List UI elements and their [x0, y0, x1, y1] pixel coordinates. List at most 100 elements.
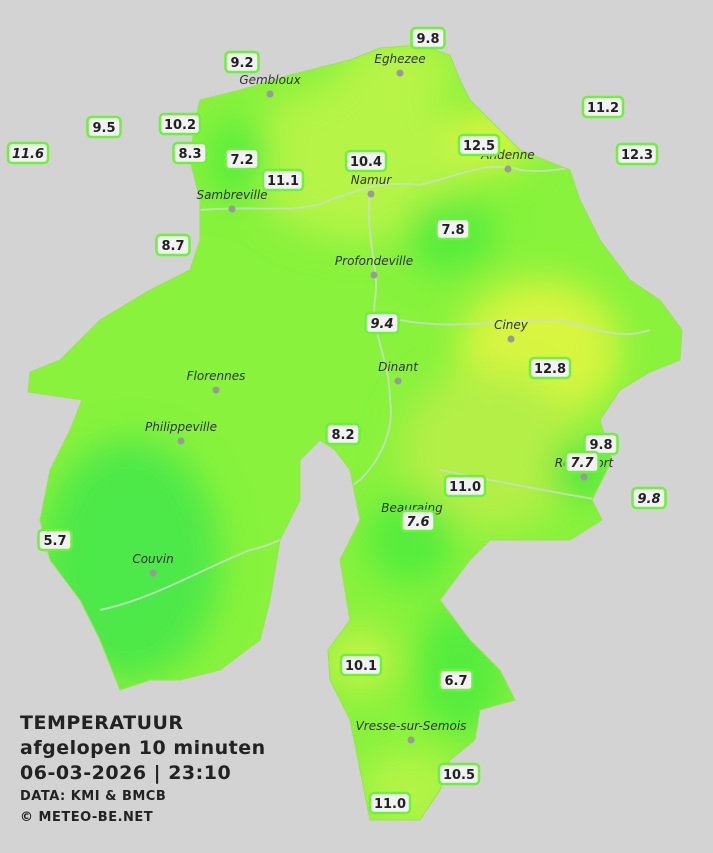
station-value: 10.1 [345, 659, 377, 674]
town-name: Gembloux [239, 73, 301, 87]
station-value: 12.8 [534, 362, 566, 377]
town-name: Namur [351, 173, 393, 187]
station-value: 6.7 [444, 674, 467, 689]
station-box [615, 142, 659, 166]
town-dot [177, 437, 185, 445]
station-value: 7.6 [406, 515, 429, 530]
station-box [155, 233, 191, 257]
station: 9.8 [583, 432, 619, 456]
town-dot [370, 271, 378, 279]
town-name: Couvin [132, 552, 173, 566]
station-box [339, 653, 383, 677]
info-block: TEMPERATUUR afgelopen 10 minuten 06-03-2… [20, 711, 266, 828]
station: 8.3 [172, 141, 208, 165]
station: 7.6 [400, 509, 436, 533]
source: DATA: KMI & BMCB [20, 789, 167, 804]
town-dot [580, 473, 588, 481]
town-name: Profondeville [335, 254, 413, 268]
station: 5.7 [37, 528, 73, 552]
station-value: 10.2 [164, 118, 196, 133]
station-value: 11.0 [449, 480, 481, 495]
station-value: 9.8 [637, 492, 660, 507]
station-box [172, 141, 208, 165]
station-value: 9.4 [370, 317, 393, 332]
station: 11.0 [368, 791, 412, 815]
station: 11.6 [6, 141, 50, 165]
town-dot [396, 69, 404, 77]
station: 9.8 [410, 26, 446, 50]
station: 7.2 [224, 147, 260, 171]
station-value: 9.2 [230, 56, 253, 71]
station: 9.8 [631, 486, 667, 510]
station: 10.1 [339, 653, 383, 677]
station-box [410, 26, 446, 50]
station-box [581, 95, 625, 119]
station: 10.4 [344, 149, 388, 173]
station-value: 7.7 [570, 456, 594, 471]
station-box [364, 311, 400, 335]
town-dot [507, 335, 515, 343]
town-name: Eghezee [374, 52, 425, 66]
town-dot [212, 386, 220, 394]
station-value: 11.2 [587, 101, 619, 116]
station: 8.2 [325, 422, 361, 446]
station-box [224, 50, 260, 74]
station: 10.5 [437, 762, 481, 786]
station-box [564, 450, 600, 474]
station-box [400, 509, 436, 533]
town-name: Vresse-sur-Semois [356, 719, 467, 733]
station-value: 11.0 [374, 797, 406, 812]
town-name: Philippeville [145, 420, 217, 434]
station: 11.1 [261, 168, 305, 192]
station: 11.0 [443, 474, 487, 498]
station-box [158, 112, 202, 136]
town-name: Ciney [494, 318, 529, 332]
station-box [261, 168, 305, 192]
station: 11.2 [581, 95, 625, 119]
town-dot [266, 90, 274, 98]
station-value: 10.4 [350, 155, 382, 170]
town-dot [149, 569, 157, 577]
station-value: 8.2 [331, 428, 354, 443]
station-value: 9.8 [589, 438, 612, 453]
station-box [438, 668, 474, 692]
town-name: Dinant [378, 360, 419, 374]
station-box [437, 762, 481, 786]
station-value: 10.5 [443, 768, 475, 783]
town-name: Sambreville [196, 188, 267, 202]
station-box [583, 432, 619, 456]
station-box [368, 791, 412, 815]
station-box [344, 149, 388, 173]
town-dot [504, 165, 512, 173]
station-value: 5.7 [43, 534, 66, 549]
station-value: 7.8 [441, 223, 464, 238]
station: 9.5 [86, 115, 122, 139]
station: 7.8 [435, 217, 471, 241]
town-dot [367, 190, 375, 198]
station-value: 12.5 [463, 139, 495, 154]
station-value: 9.8 [416, 32, 439, 47]
station-value: 7.2 [230, 153, 253, 168]
station: 12.5 [457, 133, 501, 157]
station-box [443, 474, 487, 498]
town-dot [394, 377, 402, 385]
title: TEMPERATUUR [20, 712, 184, 734]
station-value: 8.3 [178, 147, 201, 162]
station: 12.3 [615, 142, 659, 166]
station-value: 12.3 [621, 148, 653, 163]
station-value: 8.7 [161, 239, 184, 254]
station-box [37, 528, 73, 552]
copyright: © METEO-BE.NET [20, 810, 154, 825]
station-box [528, 356, 572, 380]
station-box [435, 217, 471, 241]
station: 9.2 [224, 50, 260, 74]
station: 10.2 [158, 112, 202, 136]
station-box [224, 147, 260, 171]
station-value: 9.5 [92, 121, 115, 136]
station-value: 11.1 [267, 174, 299, 189]
station: 12.8 [528, 356, 572, 380]
station-value: 11.6 [12, 147, 44, 162]
station-box [457, 133, 501, 157]
